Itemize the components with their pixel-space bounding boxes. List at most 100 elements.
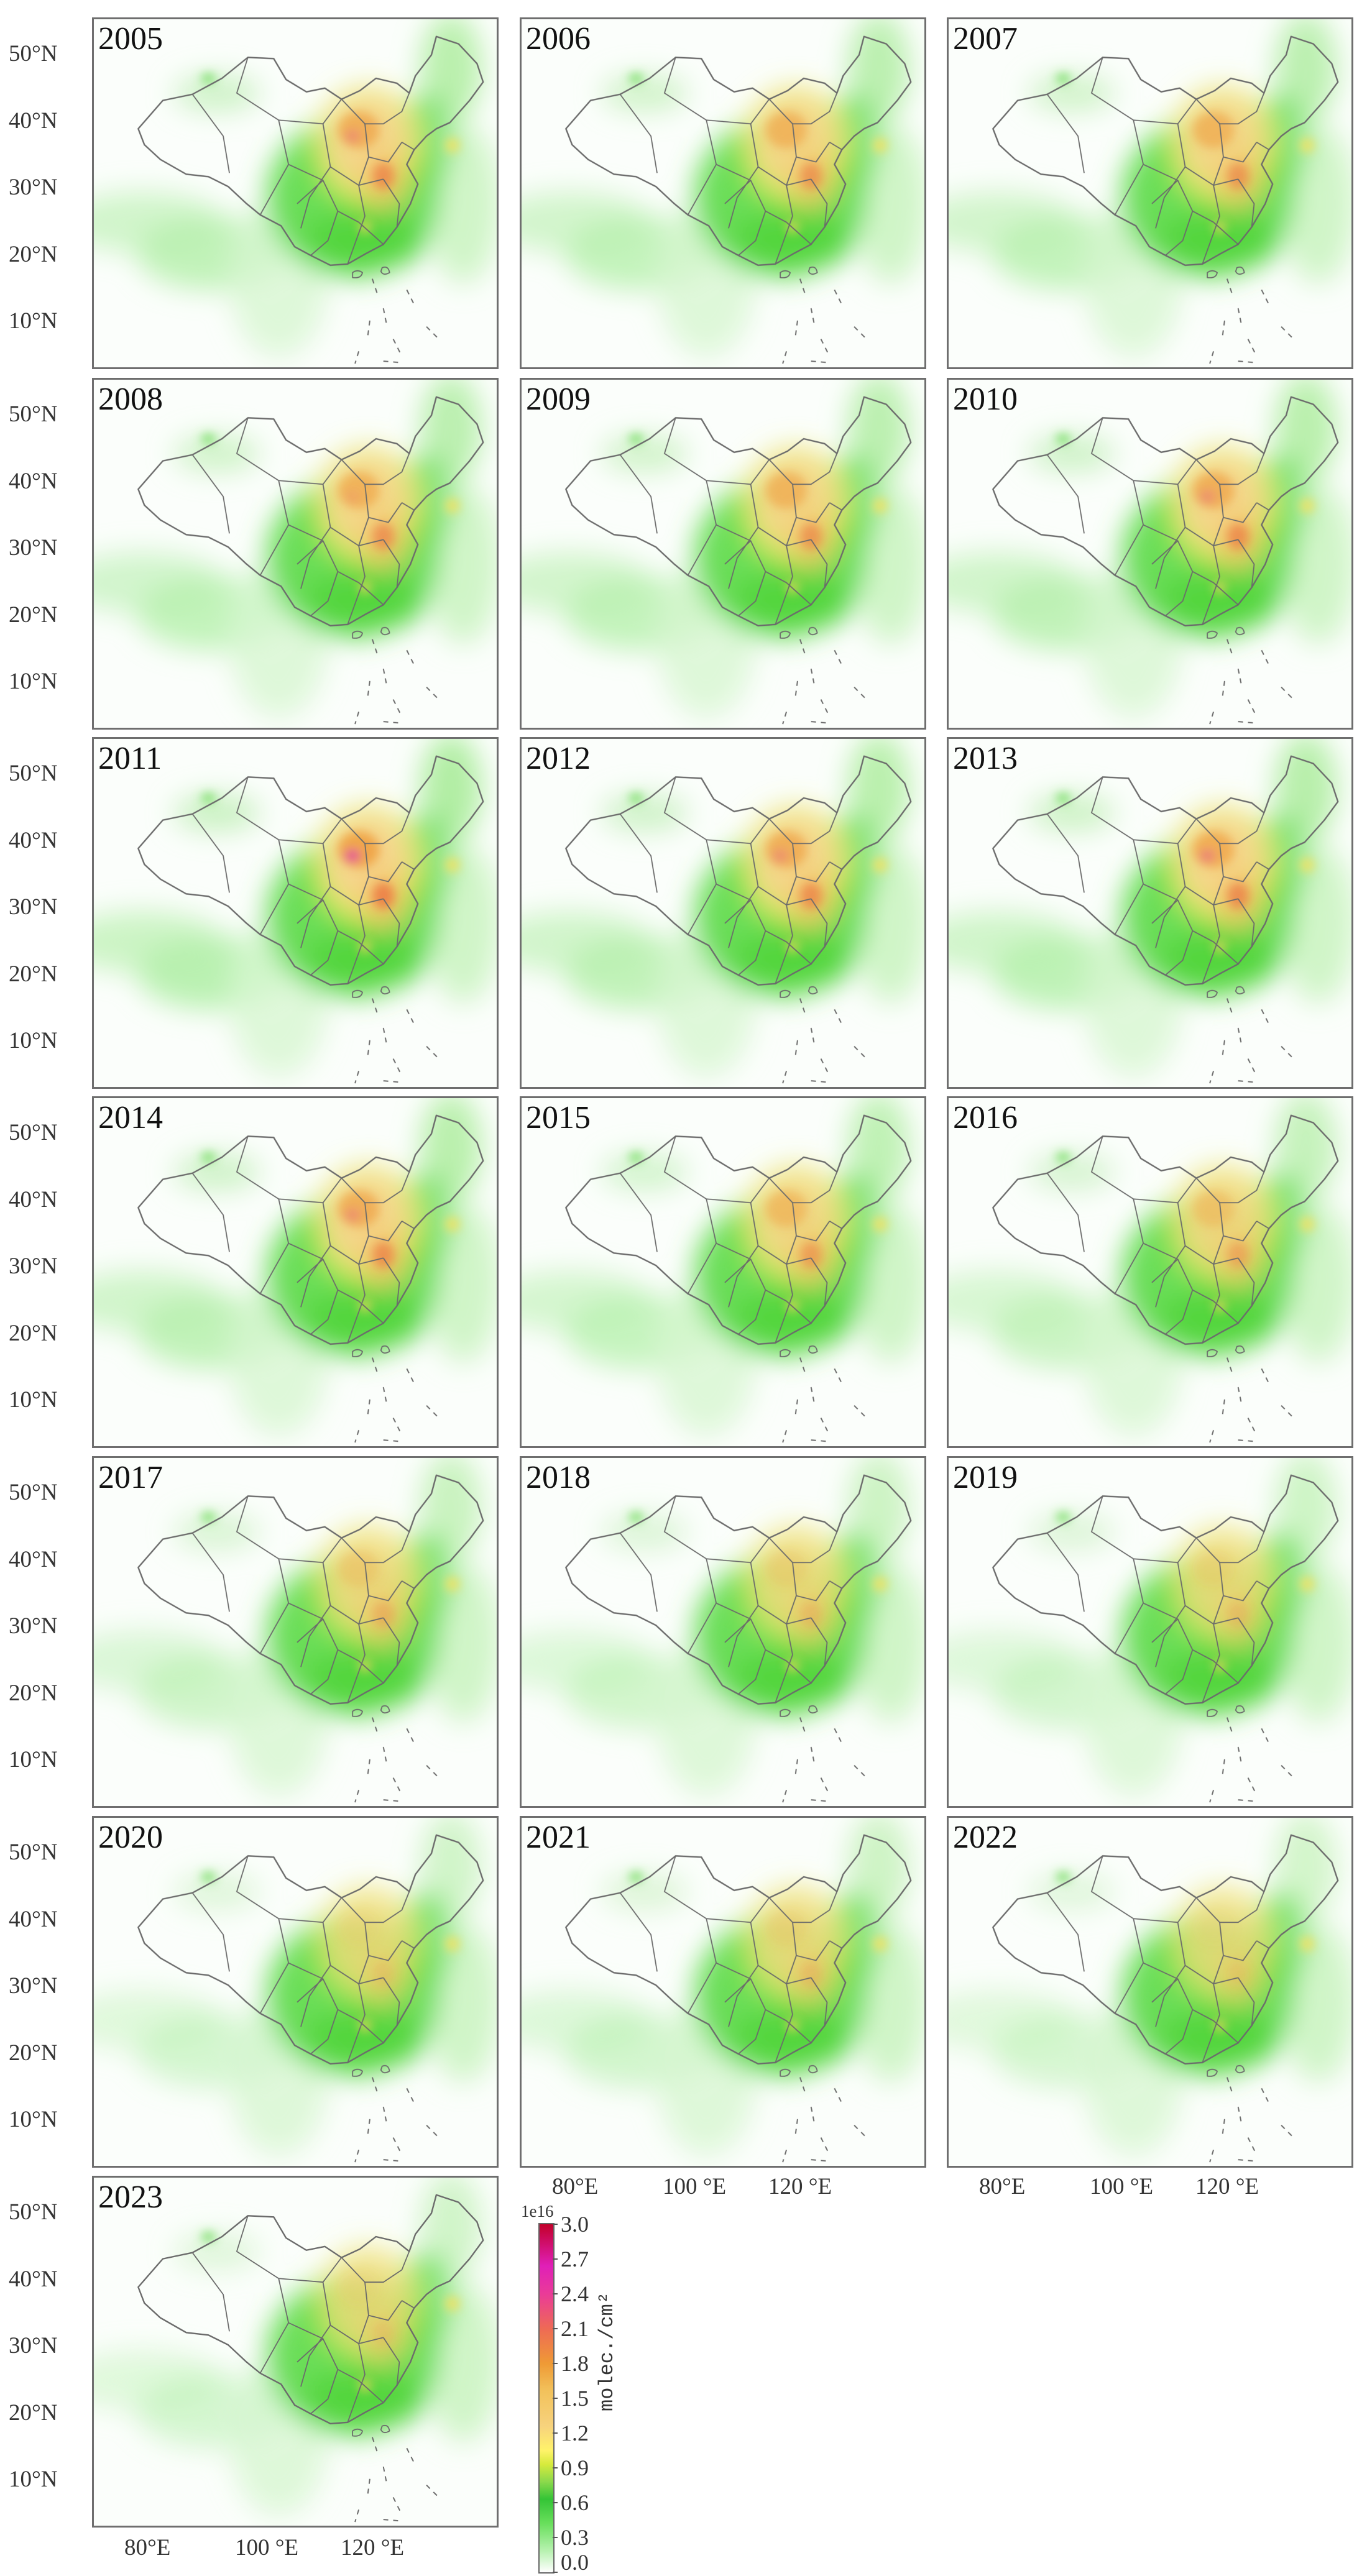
year-label: 2006 <box>526 21 591 57</box>
map-panel-2012: 2012 <box>520 737 926 1089</box>
latitude-tick: 50°N <box>9 1120 58 1145</box>
colorbar-tick-mark <box>553 2293 558 2294</box>
map-panel-2008: 2008 <box>92 378 499 730</box>
latitude-tick: 20°N <box>9 961 58 987</box>
colorbar-tick-label: 0.0 <box>561 2550 589 2575</box>
year-label: 2011 <box>98 741 162 776</box>
map-2017 <box>94 1458 497 1806</box>
year-label: 2022 <box>953 1820 1018 1855</box>
latitude-tick: 30°N <box>9 175 58 200</box>
year-label: 2010 <box>953 382 1018 417</box>
colorbar-tick-label: 1.8 <box>561 2351 589 2376</box>
latitude-tick: 40°N <box>9 1907 58 1932</box>
year-label: 2018 <box>526 1460 591 1495</box>
latitude-tick: 10°N <box>9 2107 58 2132</box>
longitude-tick: 120 °E <box>1195 2174 1259 2199</box>
longitude-tick: 80°E <box>979 2174 1026 2199</box>
map-2021 <box>522 1818 924 2166</box>
colorbar-tick-label: 0.9 <box>561 2455 589 2480</box>
colorbar-tick-mark <box>553 2572 558 2573</box>
map-panel-2020: 2020 <box>92 1816 499 2168</box>
year-label: 2008 <box>98 382 163 417</box>
colorbar-tick-mark <box>553 2258 558 2260</box>
map-2022 <box>949 1818 1351 2166</box>
latitude-tick: 50°N <box>9 1480 58 1505</box>
year-label: 2021 <box>526 1820 591 1855</box>
colorbar-tick-mark <box>553 2224 558 2225</box>
year-label: 2020 <box>98 1820 163 1855</box>
latitude-tick: 50°N <box>9 1840 58 1865</box>
map-2015 <box>522 1098 924 1446</box>
year-label: 2019 <box>953 1460 1018 1495</box>
colorbar-tick-label: 1.2 <box>561 2421 589 2445</box>
latitude-tick: 10°N <box>9 2467 58 2492</box>
colorbar-units: molec./cm² <box>596 2291 619 2411</box>
map-panel-2015: 2015 <box>520 1096 926 1448</box>
map-2013 <box>949 739 1351 1087</box>
colorbar-tick-mark <box>553 2328 558 2329</box>
longitude-tick: 100 °E <box>235 2535 299 2560</box>
map-2005 <box>94 19 497 367</box>
colorbar-tick-label: 1.5 <box>561 2386 589 2411</box>
colorbar-tick-label: 0.6 <box>561 2490 589 2515</box>
map-2020 <box>94 1818 497 2166</box>
latitude-tick: 30°N <box>9 535 58 561</box>
latitude-tick: 10°N <box>9 1387 58 1413</box>
map-panel-2007: 2007 <box>947 17 1353 369</box>
latitude-tick: 30°N <box>9 894 58 920</box>
map-panel-2017: 2017 <box>92 1456 499 1808</box>
year-label: 2014 <box>98 1100 163 1135</box>
map-panel-2018: 2018 <box>520 1456 926 1808</box>
colorbar-tick-mark <box>553 2398 558 2399</box>
map-2012 <box>522 739 924 1087</box>
latitude-tick: 40°N <box>9 469 58 494</box>
colorbar-tick-mark <box>553 2432 558 2434</box>
colorbar-exponent: 1e16 <box>521 2202 554 2221</box>
map-panel-2010: 2010 <box>947 378 1353 730</box>
year-label: 2012 <box>526 741 591 776</box>
latitude-tick: 50°N <box>9 41 58 66</box>
map-panel-2019: 2019 <box>947 1456 1353 1808</box>
map-panel-2011: 2011 <box>92 737 499 1089</box>
map-2014 <box>94 1098 497 1446</box>
year-label: 2016 <box>953 1100 1018 1135</box>
longitude-tick: 80°E <box>552 2174 599 2199</box>
longitude-tick: 80°E <box>124 2535 171 2560</box>
longitude-tick: 100 °E <box>663 2174 727 2199</box>
longitude-tick: 120 °E <box>768 2174 832 2199</box>
year-label: 2015 <box>526 1100 591 1135</box>
map-2006 <box>522 19 924 367</box>
colorbar-tick-mark <box>553 2537 558 2538</box>
map-2010 <box>949 380 1351 728</box>
colorbar-tick-label: 2.4 <box>561 2281 589 2306</box>
map-panel-2023: 2023 <box>92 2176 499 2528</box>
map-2016 <box>949 1098 1351 1446</box>
latitude-tick: 30°N <box>9 2333 58 2358</box>
colorbar-tick-mark <box>553 2363 558 2364</box>
longitude-tick: 120 °E <box>341 2535 405 2560</box>
map-2019 <box>949 1458 1351 1806</box>
map-panel-2014: 2014 <box>92 1096 499 1448</box>
year-label: 2023 <box>98 2180 163 2215</box>
latitude-tick: 40°N <box>9 2267 58 2292</box>
year-label: 2013 <box>953 741 1018 776</box>
map-2008 <box>94 380 497 728</box>
latitude-tick: 20°N <box>9 242 58 267</box>
colorbar-tick-label: 2.1 <box>561 2316 589 2341</box>
colorbar-tick-label: 0.3 <box>561 2525 589 2550</box>
latitude-tick: 10°N <box>9 1747 58 1772</box>
latitude-tick: 20°N <box>9 602 58 628</box>
latitude-tick: 50°N <box>9 761 58 786</box>
latitude-tick: 40°N <box>9 1547 58 1572</box>
latitude-tick: 30°N <box>9 1613 58 1639</box>
latitude-tick: 20°N <box>9 1321 58 1346</box>
latitude-tick: 30°N <box>9 1254 58 1279</box>
latitude-tick: 20°N <box>9 2040 58 2066</box>
latitude-tick: 40°N <box>9 828 58 853</box>
map-panel-2021: 2021 <box>520 1816 926 2168</box>
year-label: 2005 <box>98 21 163 57</box>
map-panel-2022: 2022 <box>947 1816 1353 2168</box>
year-label: 2009 <box>526 382 591 417</box>
map-2018 <box>522 1458 924 1806</box>
map-2009 <box>522 380 924 728</box>
